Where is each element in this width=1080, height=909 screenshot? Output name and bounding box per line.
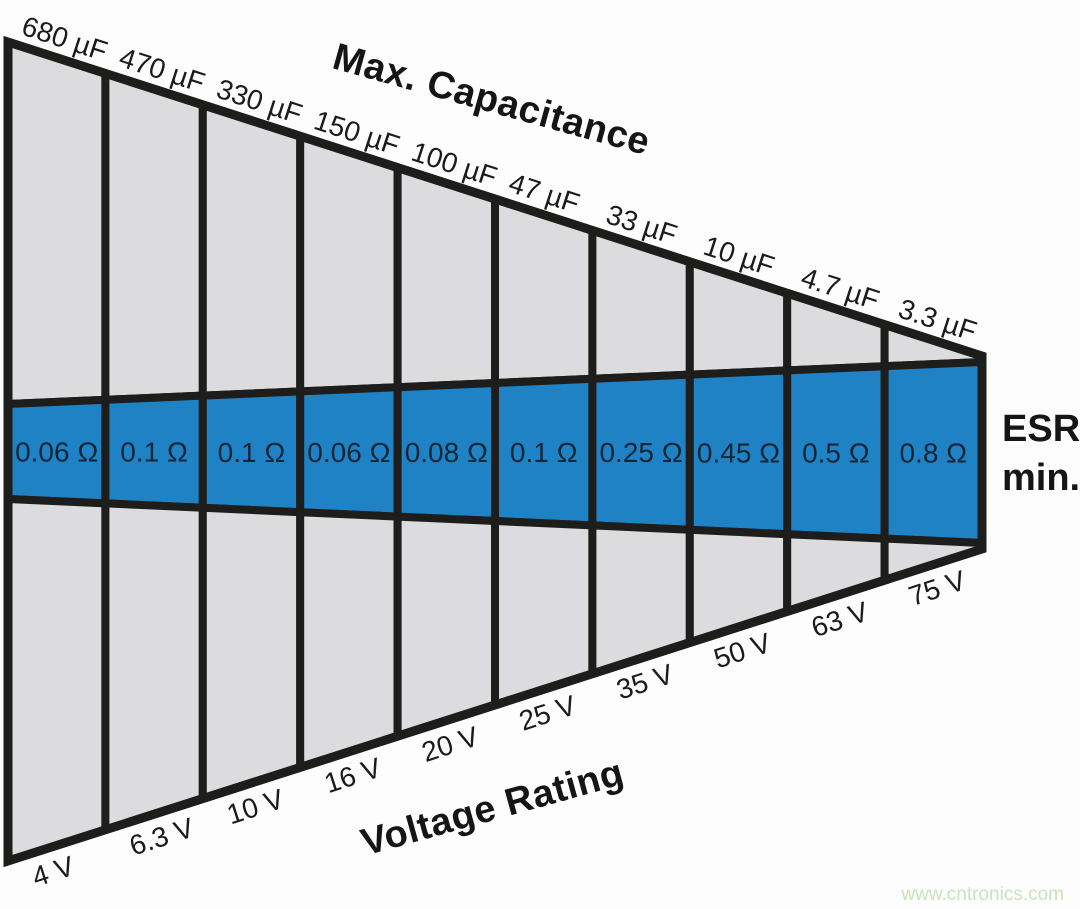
capacitance-cell <box>393 162 499 392</box>
esr-value-label: 0.1 Ω <box>120 437 188 468</box>
esr-value-label: 0.45 Ω <box>697 437 780 468</box>
esr-value-label: 0.25 Ω <box>599 437 682 468</box>
capacitance-cell <box>198 99 305 400</box>
voltage-rating-title: Voltage Rating <box>357 752 629 865</box>
capacitance-cell <box>101 67 207 404</box>
esr-value-label: 0.08 Ω <box>405 437 488 468</box>
voltage-cell <box>4 494 110 867</box>
esr-value-label: 0.8 Ω <box>899 437 967 468</box>
voltage-cell <box>296 508 402 773</box>
cells-group <box>4 36 986 867</box>
voltage-cell <box>198 503 305 805</box>
esr-value-label: 0.1 Ω <box>218 437 286 468</box>
capacitance-cell <box>4 36 110 409</box>
esr-value-label: 0.06 Ω <box>307 437 390 468</box>
funnel-outline <box>3 35 987 868</box>
watermark: www.cntronics.com <box>900 884 1064 905</box>
esr-value-label: 0.5 Ω <box>802 437 870 468</box>
esr-min-label-line2: min. <box>1002 457 1080 499</box>
esr-min-label-line1: ESR <box>1002 408 1080 450</box>
voltage-cell <box>101 499 207 836</box>
capacitance-cell <box>296 130 402 396</box>
esr-value-label: 0.1 Ω <box>510 437 578 468</box>
esr-value-label: 0.06 Ω <box>15 437 98 468</box>
voltage-cell <box>393 512 499 742</box>
